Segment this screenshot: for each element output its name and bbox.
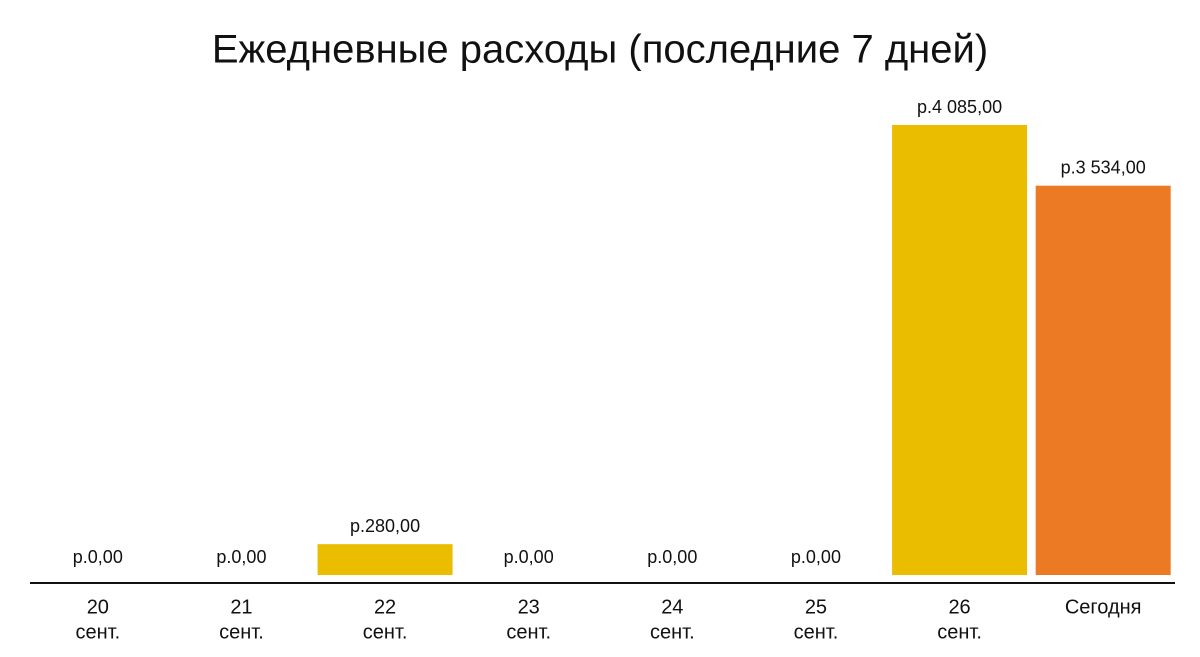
value-label: р.0,00 [791,547,841,567]
x-tick-label: 20 [87,596,109,618]
x-tick-label: сент. [75,621,120,643]
x-tick-label: 25 [805,596,827,618]
x-tick-label: Сегодня [1065,596,1142,618]
x-tick-label: 21 [230,596,252,618]
bar [1035,185,1171,575]
x-tick-label: сент. [506,621,551,643]
x-tick-label: сент. [937,621,982,643]
x-tick-label: 26 [948,596,970,618]
x-tick-label: 22 [374,596,396,618]
value-label: р.0,00 [504,547,554,567]
bar [892,125,1028,575]
bar [317,544,453,575]
x-tick-label: сент. [363,621,408,643]
x-tick-label: сент. [219,621,264,643]
x-tick-label: 24 [661,596,683,618]
x-tick-label: сент. [650,621,695,643]
value-label: р.0,00 [647,547,697,567]
value-label: р.4 085,00 [917,97,1002,117]
value-label: р.3 534,00 [1061,157,1146,177]
x-tick-label: сент. [794,621,839,643]
value-label: р.0,00 [216,547,266,567]
value-label: р.0,00 [73,547,123,567]
chart-title: Ежедневные расходы (последние 7 дней) [212,28,988,72]
value-label: р.280,00 [350,516,420,536]
x-tick-label: 23 [518,596,540,618]
